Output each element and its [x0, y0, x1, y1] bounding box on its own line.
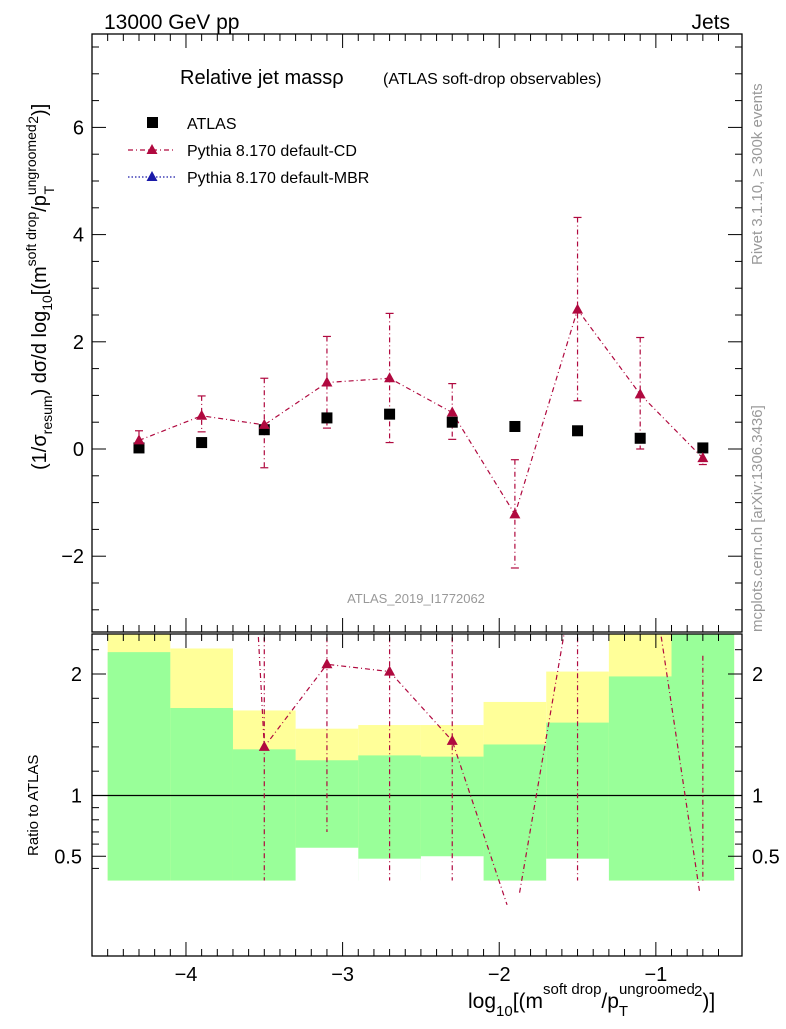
atlas-data-point	[697, 442, 709, 454]
ratio-series-line	[518, 634, 565, 893]
ratio-bands	[107, 634, 735, 956]
energy-label: 13000 GeV pp	[104, 11, 239, 34]
ratio-y-tick-label: 2	[71, 664, 82, 686]
band-gap-bin	[420, 856, 484, 956]
legend-label: Pythia 8.170 default-MBR	[187, 170, 369, 187]
ratio-point-marker	[321, 658, 333, 669]
ratio-point-marker	[384, 665, 396, 676]
band-green-bin	[608, 676, 672, 881]
main-y-tick-label: 0	[73, 439, 84, 461]
main-y-axis-label: (1/σresum) dσ/d log10[(msoft drop/pungro…	[23, 104, 57, 470]
legend-label: ATLAS	[187, 116, 237, 133]
atlas-data-point	[133, 442, 145, 454]
atlas-data-point	[258, 424, 270, 436]
x-tick-label: −2	[488, 964, 511, 986]
cd-point-marker	[384, 372, 396, 383]
ratio-y-tick-label: 1	[71, 786, 82, 808]
band-green-bin	[107, 652, 171, 881]
cd-series-line	[138, 308, 704, 516]
process-label: Jets	[691, 11, 730, 34]
main-y-tick-label: 4	[73, 225, 84, 247]
chart-subtitle: (ATLAS soft-drop observables)	[383, 71, 601, 88]
svg-text:(1/σresum) dσ/d log10[(msoft d: (1/σresum) dσ/d log10[(msoft drop/pungro…	[23, 104, 57, 470]
ratio-data	[92, 634, 742, 906]
ratio-frame	[91, 633, 743, 957]
atlas-data-point	[321, 412, 333, 424]
cd-point-marker	[572, 303, 584, 314]
main-panel: −2 0 2 4 6 Relative jet massρ (ATLAS soft-dr…	[23, 33, 743, 633]
band-gap-bin	[358, 858, 421, 956]
main-frame	[91, 33, 743, 633]
atlas-data-point	[446, 416, 458, 428]
atlas-data-point	[384, 408, 396, 420]
source-label: mcplots.cern.ch [arXiv:1306.3436]	[749, 405, 766, 632]
legend: ATLAS Pythia 8.170 default-CD Pythia 8.170…	[128, 116, 369, 187]
atlas-data-point	[634, 432, 646, 444]
cd-point-marker	[133, 434, 145, 445]
x-tick-label: −1	[644, 964, 667, 986]
legend-mbr-marker	[146, 171, 158, 181]
atlas-data-point	[509, 420, 521, 432]
band-green-bin	[483, 744, 547, 881]
legend-atlas-marker	[147, 117, 158, 128]
ratio-point-marker	[446, 734, 458, 745]
band-green-bin	[170, 708, 233, 881]
ratio-series-line	[660, 634, 701, 893]
band-gap-bin	[295, 847, 359, 956]
chart-title: Relative jet massρ	[180, 67, 344, 89]
ratio-series-line	[257, 634, 508, 906]
ratio-y-tick-label-right: 1	[752, 786, 763, 808]
x-axis-label: log10[(msoft drop/pungroomed T2)]	[468, 981, 715, 1020]
rivet-label: Rivet 3.1.10, ≥ 300k events	[749, 83, 766, 265]
atlas-data-point	[572, 425, 584, 437]
cd-point-marker	[697, 452, 709, 463]
ratio-panel: 0.5 0.5 1 1 2 2 −4 −3 −2 −1 Ratio to ATLAS log10[…	[25, 633, 780, 1020]
main-y-tick-label: −2	[61, 546, 84, 568]
cd-point-marker	[321, 376, 333, 387]
x-tick-label: −4	[175, 964, 198, 986]
ratio-y-axis-label: Ratio to ATLAS	[25, 755, 42, 856]
atlas-data-point	[196, 437, 208, 449]
main-data	[133, 216, 709, 569]
band-green-bin	[232, 749, 296, 881]
ratio-y-tick-label-right: 2	[752, 664, 763, 686]
x-tick-label: −3	[331, 964, 354, 986]
main-ticks: −2 0 2 4 6	[61, 34, 742, 632]
ratio-point-marker	[258, 740, 270, 751]
cd-point-marker	[509, 508, 521, 519]
ratio-ticks: 0.5 0.5 1 1 2 2 −4 −3 −2 −1	[54, 634, 780, 986]
cd-point-marker	[634, 388, 646, 399]
ratio-y-tick-label: 0.5	[54, 846, 82, 868]
ratio-y-tick-label-right: 0.5	[752, 846, 780, 868]
main-y-tick-label: 6	[73, 117, 84, 139]
analysis-id: ATLAS_2019_I1772062	[347, 591, 485, 606]
cd-point-marker	[196, 409, 208, 420]
main-y-tick-label: 2	[73, 332, 84, 354]
band-gap-bin	[546, 858, 609, 956]
cd-point-marker	[446, 406, 458, 417]
legend-cd-marker	[146, 144, 158, 154]
cd-point-marker	[258, 418, 270, 429]
legend-label: Pythia 8.170 default-CD	[187, 143, 357, 160]
